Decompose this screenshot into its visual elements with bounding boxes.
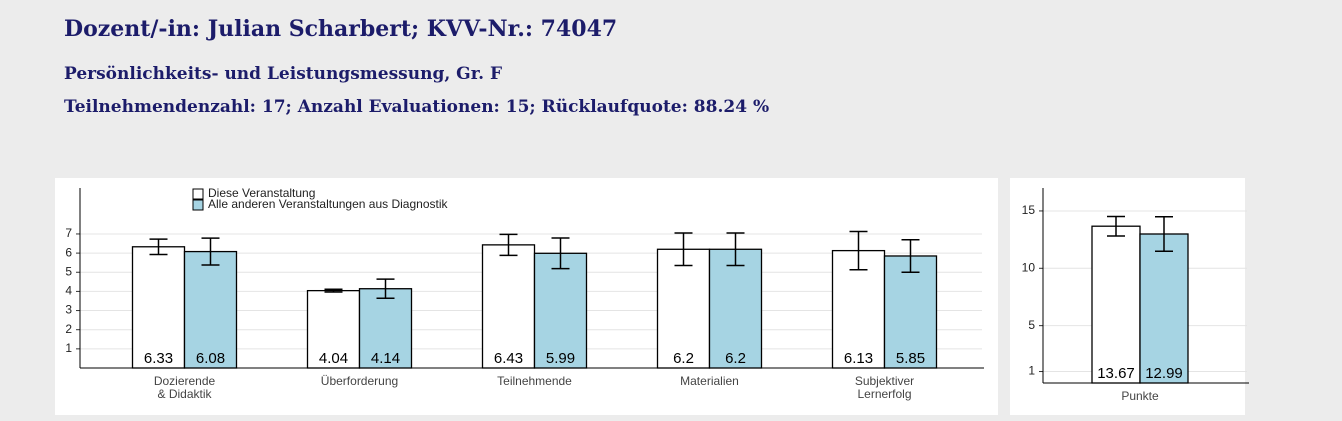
legend-swatch <box>192 199 204 211</box>
y-tick-label: 15 <box>1022 203 1036 217</box>
y-tick-label: 3 <box>65 303 72 317</box>
x-tick-label: Dozierende & Didaktik <box>154 374 216 401</box>
bar <box>183 250 238 369</box>
value-label: 5.85 <box>896 350 925 367</box>
course: Persönlichkeits- und Leistungsmessung, G… <box>64 64 503 84</box>
y-tick-label: 1 <box>65 341 72 355</box>
x-tick-label: Überforderung <box>321 374 398 388</box>
bar <box>1139 233 1189 384</box>
legend-label: Alle anderen Veranstaltungen aus Diagnos… <box>208 197 448 211</box>
stats: Teilnehmendenzahl: 17; Anzahl Evaluation… <box>64 97 770 117</box>
value-label: 6.13 <box>844 350 873 367</box>
y-tick-label: 5 <box>65 264 72 278</box>
value-label: 6.43 <box>494 350 523 367</box>
value-label: 6.2 <box>673 350 694 367</box>
y-tick-label: 7 <box>65 226 72 240</box>
value-label: 13.67 <box>1097 365 1135 382</box>
legend-label: Diese Veranstaltung <box>208 186 315 200</box>
bar <box>358 288 413 369</box>
y-tick-label: 10 <box>1022 260 1036 274</box>
x-tick-label: Punkte <box>1121 389 1159 403</box>
y-tick-label: 1 <box>1028 364 1035 378</box>
x-tick-label: Teilnehmende <box>497 374 572 388</box>
y-tick-label: 6 <box>65 245 72 259</box>
title: Dozent/-in: Julian Scharbert; KVV-Nr.: 7… <box>64 16 618 42</box>
x-tick-label: Materialien <box>680 374 739 388</box>
bar <box>1091 225 1141 384</box>
value-label: 6.08 <box>196 350 225 367</box>
value-label: 5.99 <box>546 350 575 367</box>
value-label: 4.14 <box>371 350 400 367</box>
value-label: 6.2 <box>725 350 746 367</box>
x-tick-label: Subjektiver Lernerfolg <box>855 374 914 401</box>
y-tick-label: 5 <box>1028 318 1035 332</box>
bar <box>533 252 588 369</box>
bar <box>656 248 711 369</box>
bar <box>481 244 536 369</box>
legend-swatch <box>192 188 204 200</box>
value-label: 6.33 <box>144 350 173 367</box>
bar <box>131 246 186 369</box>
y-tick-label: 2 <box>65 322 72 336</box>
y-tick-label: 4 <box>65 284 72 298</box>
value-label: 4.04 <box>319 350 348 367</box>
value-label: 12.99 <box>1145 365 1183 382</box>
